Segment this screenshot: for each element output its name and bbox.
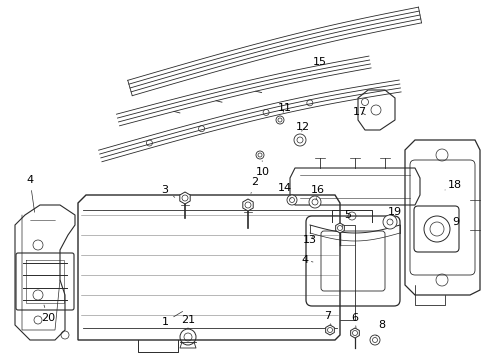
Text: 5: 5 — [341, 210, 351, 227]
Text: 20: 20 — [41, 305, 55, 323]
Text: 9: 9 — [451, 217, 459, 227]
Circle shape — [286, 195, 296, 205]
Text: 19: 19 — [387, 207, 401, 220]
Polygon shape — [243, 199, 253, 211]
Text: 15: 15 — [309, 57, 326, 72]
Text: 10: 10 — [256, 161, 269, 177]
Text: 4: 4 — [26, 175, 35, 212]
Text: 12: 12 — [295, 122, 309, 132]
Text: 2: 2 — [250, 177, 258, 193]
Text: 17: 17 — [352, 107, 366, 117]
Circle shape — [308, 196, 320, 208]
Text: 7: 7 — [324, 311, 331, 325]
Text: 16: 16 — [310, 185, 325, 200]
Polygon shape — [335, 223, 344, 233]
Circle shape — [369, 335, 379, 345]
Text: 13: 13 — [303, 235, 316, 245]
Polygon shape — [350, 328, 359, 338]
Text: 21: 21 — [181, 315, 195, 329]
Text: 14: 14 — [277, 183, 291, 199]
Text: 4: 4 — [301, 255, 312, 265]
Text: 1: 1 — [161, 311, 182, 327]
Text: 18: 18 — [444, 180, 461, 190]
Circle shape — [382, 215, 396, 229]
Polygon shape — [180, 192, 190, 204]
Text: 8: 8 — [375, 320, 385, 336]
Polygon shape — [325, 325, 334, 335]
Text: 3: 3 — [161, 185, 174, 197]
Text: 11: 11 — [278, 103, 291, 113]
Text: 6: 6 — [351, 313, 358, 328]
Circle shape — [293, 134, 305, 146]
Circle shape — [275, 116, 284, 124]
Circle shape — [256, 151, 264, 159]
